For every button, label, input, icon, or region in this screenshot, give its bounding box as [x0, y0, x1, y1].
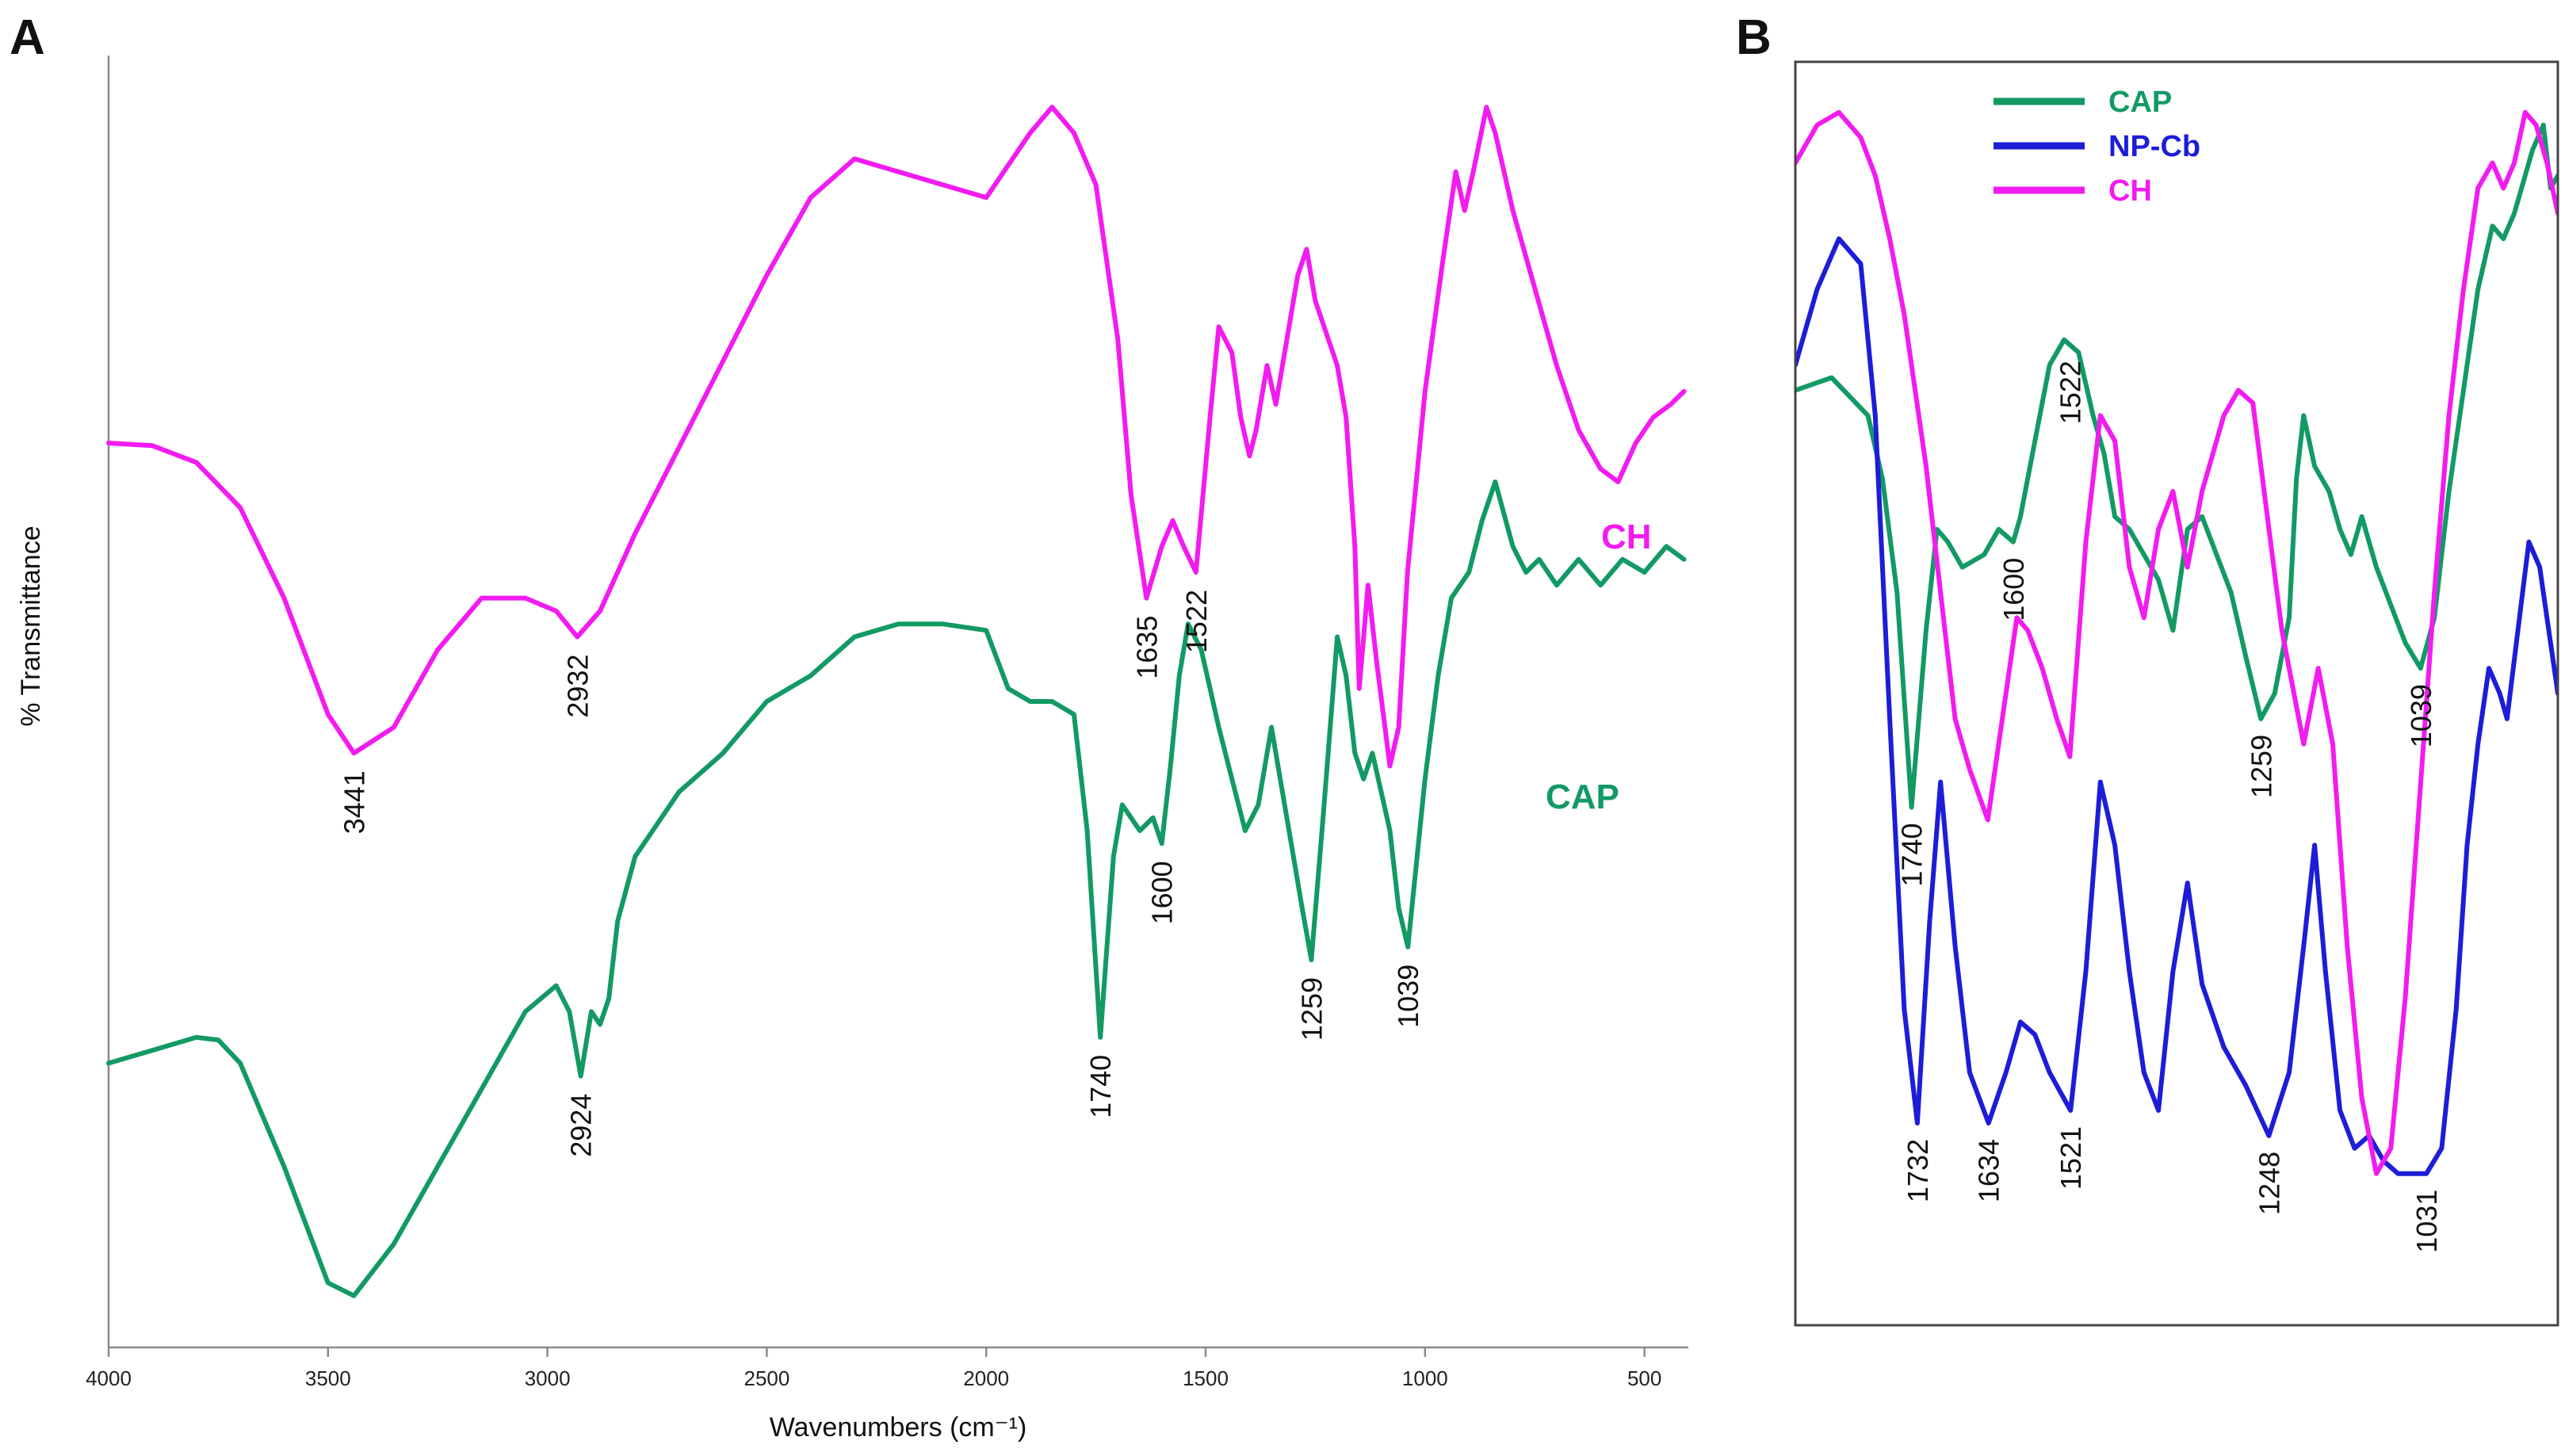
x-tick-label-3500: 3500	[305, 1366, 351, 1390]
series-line-cap-a	[106, 479, 1687, 1298]
x-tick-label-1000: 1000	[1402, 1366, 1448, 1390]
peak-label-ch-1635: 1635	[1130, 616, 1163, 679]
x-tick-label-4000: 4000	[86, 1366, 132, 1390]
peak-label-cap-1259: 1259	[1295, 977, 1328, 1041]
peak-label-ch-1522: 1522	[1180, 590, 1213, 653]
panel-letter-b: B	[1736, 10, 1772, 65]
x-tick-label-1500: 1500	[1183, 1366, 1229, 1390]
panel-b-peak-labels: 1740 1600 1522 1259 1039 1732 1634 1521 1248 1031	[1896, 361, 2444, 1253]
series-line-cap-b	[1795, 122, 2558, 810]
panel-letter-a: A	[10, 10, 45, 65]
peak-label-np-cb-1634: 1634	[1973, 1139, 2005, 1202]
peak-label-cap-1740: 1740	[1084, 1055, 1117, 1118]
peak-label-cap-1039: 1039	[2405, 684, 2437, 747]
legend-label-ch: CH	[2108, 174, 2152, 208]
legend: CAP NP-Cb CH	[1994, 86, 2200, 208]
peak-label-ch-2932: 2932	[561, 655, 594, 718]
peak-label-cap-1740: 1740	[1896, 824, 1929, 887]
series-label-cap: CAP	[1546, 778, 1619, 816]
legend-label-np-cb: NP-Cb	[2108, 130, 2200, 163]
x-tick-label-3000: 3000	[525, 1366, 571, 1390]
x-tick-label-2000: 2000	[963, 1366, 1009, 1390]
peak-label-cap-1600: 1600	[1997, 558, 2030, 621]
panel-a: A 4000 3500 3000 2500 2000 1500 1000 500 Wavenu…	[10, 10, 1688, 1443]
y-axis-title: % Transmittance	[16, 525, 46, 726]
peak-label-cap-2924: 2924	[565, 1094, 598, 1157]
x-tick-label-500: 500	[1627, 1366, 1661, 1390]
x-tick-label-2500: 2500	[744, 1366, 789, 1390]
x-axis-ticks: 4000 3500 3000 2500 2000 1500 1000 500	[86, 1347, 1661, 1390]
peak-label-cap-1600: 1600	[1146, 861, 1179, 924]
series-line-ch-b	[1795, 109, 2558, 1176]
panel-a-peak-labels: 3441 2932 1635 1522 2924 1740 1600 1259 1039	[338, 590, 1425, 1157]
peak-label-np-cb-1031: 1031	[2410, 1190, 2443, 1253]
peak-label-cap-1039: 1039	[1392, 965, 1424, 1028]
panel-a-series	[106, 105, 1687, 1298]
series-line-ch-a	[106, 105, 1687, 769]
panel-b: B 1740 1600 1522 1259 1039 1732 1634 1521 1248 10…	[1736, 10, 2559, 1327]
panel-b-series	[1795, 109, 2558, 1176]
peak-label-ch-3441: 3441	[338, 770, 371, 834]
panel-b-frame	[1794, 60, 2559, 1327]
series-label-ch: CH	[1601, 518, 1652, 556]
peak-label-np-cb-1248: 1248	[2253, 1152, 2285, 1215]
legend-label-cap: CAP	[2108, 86, 2172, 119]
peak-label-cap-1259: 1259	[2245, 735, 2277, 798]
x-axis-title: Wavenumbers (cm⁻¹)	[770, 1412, 1027, 1443]
peak-label-np-cb-1521: 1521	[2055, 1126, 2087, 1190]
series-line-np-cb-b	[1795, 236, 2558, 1176]
peak-label-np-cb-1732: 1732	[1902, 1139, 1934, 1202]
peak-label-cap-1522: 1522	[2054, 361, 2086, 424]
